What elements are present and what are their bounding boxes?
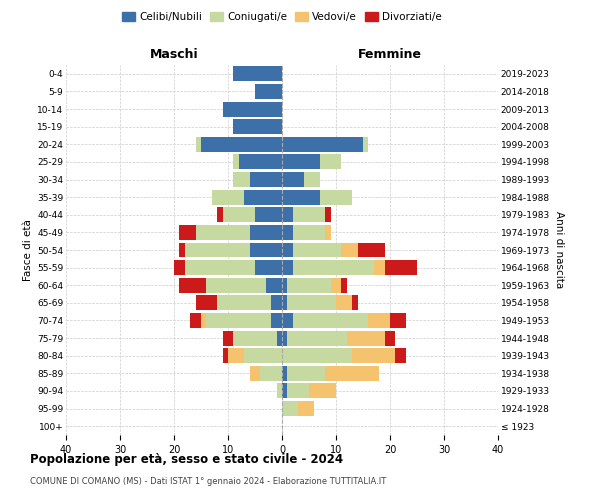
Bar: [196, 296, 217, 310]
Bar: [293, 208, 325, 222]
Bar: [201, 137, 282, 152]
Bar: [250, 366, 260, 381]
Bar: [363, 137, 368, 152]
Bar: [179, 278, 206, 292]
Bar: [282, 401, 298, 416]
Legend: Celibi/Nubili, Coniugati/e, Vedovi/e, Divorziati/e: Celibi/Nubili, Coniugati/e, Vedovi/e, Di…: [118, 8, 446, 26]
Bar: [185, 242, 250, 258]
Bar: [336, 296, 352, 310]
Bar: [201, 313, 206, 328]
Bar: [293, 313, 368, 328]
Bar: [298, 401, 314, 416]
Bar: [233, 154, 239, 170]
Bar: [260, 366, 282, 381]
Bar: [325, 208, 331, 222]
Bar: [341, 278, 347, 292]
Bar: [282, 296, 287, 310]
Bar: [277, 384, 282, 398]
Bar: [368, 313, 390, 328]
Bar: [196, 225, 250, 240]
Bar: [282, 225, 293, 240]
Bar: [282, 172, 304, 187]
Bar: [309, 384, 336, 398]
Text: Popolazione per età, sesso e stato civile - 2024: Popolazione per età, sesso e stato civil…: [30, 452, 343, 466]
Bar: [233, 330, 277, 345]
Bar: [374, 260, 385, 275]
Bar: [185, 260, 255, 275]
Bar: [282, 366, 287, 381]
Bar: [179, 242, 185, 258]
Bar: [179, 225, 196, 240]
Bar: [271, 313, 282, 328]
Bar: [352, 348, 395, 363]
Bar: [282, 137, 363, 152]
Bar: [347, 330, 385, 345]
Bar: [228, 348, 244, 363]
Bar: [385, 260, 417, 275]
Bar: [293, 225, 325, 240]
Bar: [325, 225, 331, 240]
Bar: [320, 190, 352, 204]
Bar: [212, 190, 244, 204]
Bar: [287, 278, 331, 292]
Bar: [385, 330, 395, 345]
Bar: [250, 242, 282, 258]
Bar: [282, 313, 293, 328]
Y-axis label: Anni di nascita: Anni di nascita: [554, 212, 564, 288]
Bar: [282, 278, 287, 292]
Bar: [255, 208, 282, 222]
Bar: [358, 242, 385, 258]
Bar: [282, 330, 287, 345]
Bar: [395, 348, 406, 363]
Bar: [233, 66, 282, 82]
Bar: [293, 242, 341, 258]
Y-axis label: Fasce di età: Fasce di età: [23, 219, 33, 281]
Bar: [174, 260, 185, 275]
Bar: [282, 154, 320, 170]
Bar: [287, 330, 347, 345]
Bar: [206, 278, 266, 292]
Bar: [282, 260, 293, 275]
Bar: [341, 242, 358, 258]
Bar: [325, 366, 379, 381]
Bar: [287, 296, 336, 310]
Bar: [282, 208, 293, 222]
Bar: [217, 208, 223, 222]
Bar: [250, 172, 282, 187]
Bar: [287, 366, 325, 381]
Bar: [244, 348, 282, 363]
Bar: [233, 172, 250, 187]
Bar: [244, 190, 282, 204]
Bar: [255, 84, 282, 99]
Text: Femmine: Femmine: [358, 48, 422, 62]
Bar: [320, 154, 341, 170]
Text: COMUNE DI COMANO (MS) - Dati ISTAT 1° gennaio 2024 - Elaborazione TUTTITALIA.IT: COMUNE DI COMANO (MS) - Dati ISTAT 1° ge…: [30, 478, 386, 486]
Bar: [223, 348, 228, 363]
Bar: [282, 348, 352, 363]
Bar: [223, 102, 282, 116]
Bar: [304, 172, 320, 187]
Bar: [331, 278, 341, 292]
Bar: [277, 330, 282, 345]
Bar: [239, 154, 282, 170]
Bar: [266, 278, 282, 292]
Bar: [282, 190, 320, 204]
Bar: [271, 296, 282, 310]
Bar: [282, 384, 287, 398]
Bar: [223, 330, 233, 345]
Bar: [206, 313, 271, 328]
Text: Maschi: Maschi: [149, 48, 199, 62]
Bar: [390, 313, 406, 328]
Bar: [255, 260, 282, 275]
Bar: [287, 384, 309, 398]
Bar: [233, 119, 282, 134]
Bar: [250, 225, 282, 240]
Bar: [223, 208, 255, 222]
Bar: [190, 313, 201, 328]
Bar: [282, 242, 293, 258]
Bar: [352, 296, 358, 310]
Bar: [196, 137, 201, 152]
Bar: [217, 296, 271, 310]
Bar: [293, 260, 374, 275]
